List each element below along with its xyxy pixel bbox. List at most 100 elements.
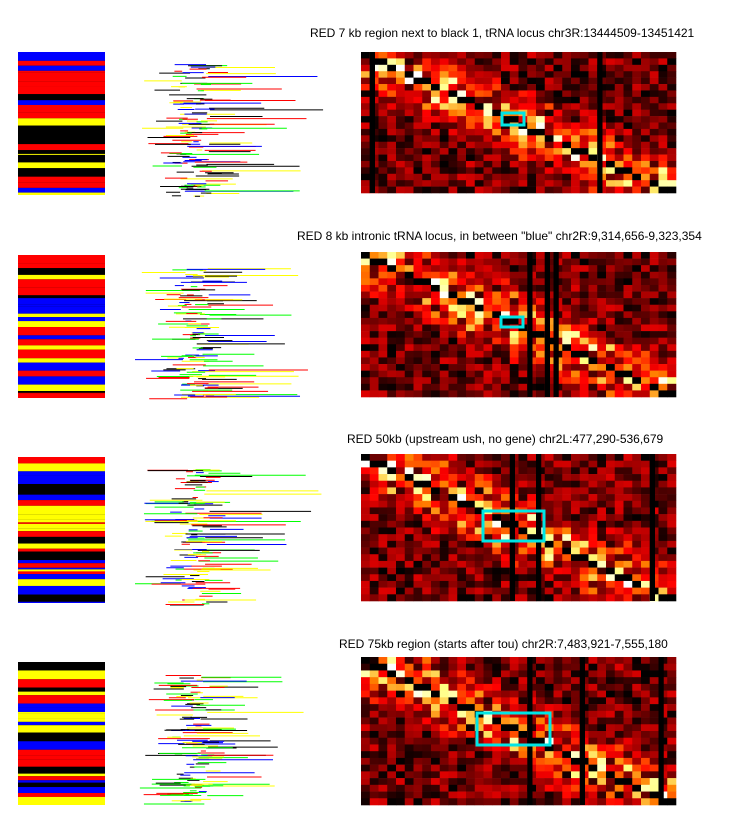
heatmap-cell <box>579 103 589 110</box>
heatmap-cell <box>562 383 572 391</box>
heatmap-cell <box>387 500 397 508</box>
heatmap-cell <box>571 778 581 786</box>
heatmap-cell <box>518 252 528 259</box>
heatmap-cell <box>606 390 616 398</box>
heatmap-cell <box>571 252 581 259</box>
panel <box>18 252 677 400</box>
heatmap-cell <box>536 58 546 66</box>
heatmap-cell <box>501 520 511 528</box>
heatmap-cell <box>378 135 388 143</box>
heatmap-cell <box>361 344 371 352</box>
heatmap-cell <box>527 460 537 468</box>
heatmap-cell <box>501 454 511 461</box>
heatmap-cell <box>614 454 624 461</box>
heatmap-cell <box>378 507 388 515</box>
heatmap-cell <box>422 180 432 187</box>
heatmap-cell <box>614 271 624 279</box>
heatmap-cell <box>658 554 668 562</box>
state-stripe <box>18 182 105 188</box>
heatmap-cell <box>623 160 633 168</box>
heatmap-cell <box>361 724 371 732</box>
heatmap-cell <box>492 547 502 555</box>
heatmap-cell <box>606 737 616 745</box>
heatmap-cell <box>553 116 563 123</box>
heatmap-cell <box>501 317 511 325</box>
heatmap-cell <box>474 77 484 85</box>
heatmap-cell <box>658 122 668 130</box>
heatmap-cell <box>579 357 589 365</box>
heatmap-cell <box>632 778 642 786</box>
heatmap-cell <box>369 487 379 495</box>
heatmap-cell <box>431 554 441 562</box>
heatmap-cell <box>649 383 659 391</box>
heatmap-cell <box>536 331 546 338</box>
heatmap-cell <box>492 311 502 319</box>
heatmap-cell <box>579 554 589 562</box>
heatmap-cell <box>562 64 572 72</box>
heatmap-cell <box>396 324 406 332</box>
heatmap-cell <box>369 554 379 562</box>
heatmap-cell <box>466 514 476 522</box>
heatmap-cell <box>501 594 511 602</box>
heatmap-cell <box>378 798 388 806</box>
heatmap-cell <box>474 467 484 475</box>
heatmap-cell <box>667 657 677 665</box>
heatmap-cell <box>387 764 397 772</box>
heatmap-cell <box>649 317 659 325</box>
heatmap-cell <box>431 265 441 273</box>
heatmap-cell <box>553 771 563 779</box>
heatmap-cell <box>579 474 589 482</box>
heatmap-cell <box>606 663 616 671</box>
heatmap-cell <box>457 77 467 85</box>
heatmap-cell <box>361 540 371 548</box>
heatmap-cell <box>553 560 563 568</box>
heatmap-cell <box>562 580 572 588</box>
heatmap-cell <box>641 284 651 292</box>
heatmap-cell <box>518 527 528 535</box>
heatmap-cell <box>518 704 528 712</box>
heatmap-cell <box>658 337 668 345</box>
heatmap-cell <box>553 154 563 162</box>
heatmap-cell <box>378 737 388 745</box>
heatmap-cell <box>641 96 651 104</box>
heatmap-cell <box>404 717 414 725</box>
heatmap-cell <box>466 467 476 475</box>
heatmap-cell <box>623 724 633 732</box>
heatmap-cell <box>378 278 388 286</box>
heatmap-cell <box>483 116 493 123</box>
heatmap-cell <box>649 167 659 175</box>
heatmap-cell <box>474 298 484 306</box>
heatmap-cell <box>387 265 397 273</box>
heatmap-cell <box>457 500 467 508</box>
heatmap-cell <box>579 96 589 104</box>
heatmap-cell <box>667 103 677 110</box>
heatmap-cell <box>562 291 572 299</box>
heatmap-cell <box>579 64 589 72</box>
heatmap-cell <box>571 737 581 745</box>
heatmap-cell <box>571 657 581 665</box>
heatmap-cell <box>369 717 379 725</box>
heatmap-cell <box>658 580 668 588</box>
heatmap-cell <box>483 534 493 542</box>
state-stripe <box>18 707 105 712</box>
heatmap-cell <box>518 337 528 345</box>
heatmap-cell <box>457 116 467 123</box>
heatmap-cell <box>474 324 484 332</box>
heatmap-cell <box>606 128 616 136</box>
heatmap-cell <box>641 167 651 175</box>
heatmap-cell <box>658 96 668 104</box>
heatmap-cell <box>422 317 432 325</box>
heatmap-cell <box>658 534 668 542</box>
heatmap-cell <box>658 527 668 535</box>
heatmap-cell <box>483 677 493 685</box>
heatmap-cell <box>632 487 642 495</box>
heatmap-cell <box>614 710 624 718</box>
heatmap-cell <box>518 520 528 528</box>
heatmap-cell <box>667 480 677 488</box>
heatmap-cell <box>387 167 397 175</box>
heatmap-cell <box>387 317 397 325</box>
heatmap-cell <box>518 751 528 759</box>
heatmap-cell <box>614 724 624 732</box>
heatmap-cell <box>361 764 371 772</box>
heatmap-cell <box>553 71 563 78</box>
